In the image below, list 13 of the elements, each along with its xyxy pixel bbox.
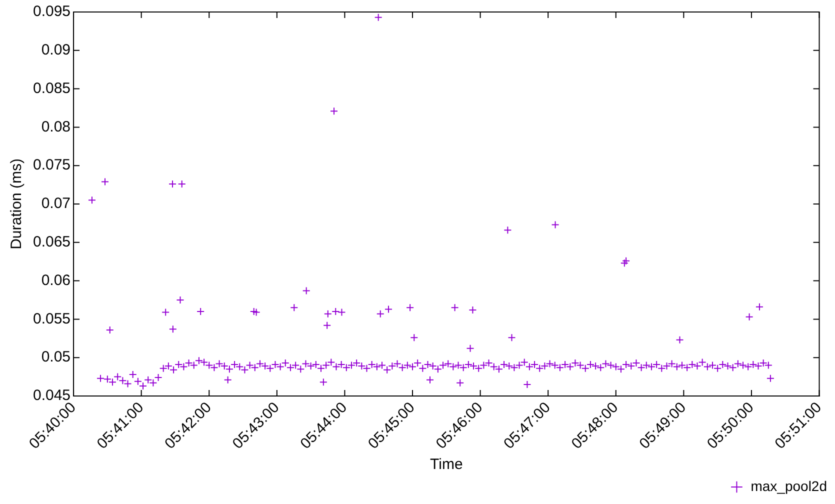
y-tick-label: 0.085	[32, 80, 71, 97]
y-tick-label: 0.095	[32, 3, 71, 20]
y-tick-label: 0.06	[41, 272, 71, 289]
y-tick-label: 0.08	[41, 118, 71, 136]
y-tick-label: 0.05	[41, 348, 71, 366]
y-tick-label: 0.065	[32, 234, 71, 251]
legend-label: max_pool2d	[750, 478, 828, 494]
y-tick-label: 0.07	[41, 195, 71, 212]
y-tick-label: 0.075	[32, 156, 71, 174]
y-tick-label: 0.055	[32, 310, 71, 328]
y-tick-label: 0.09	[41, 42, 71, 59]
y-axis-title: Duration (ms)	[8, 158, 26, 250]
x-axis-title: Time	[430, 456, 463, 474]
